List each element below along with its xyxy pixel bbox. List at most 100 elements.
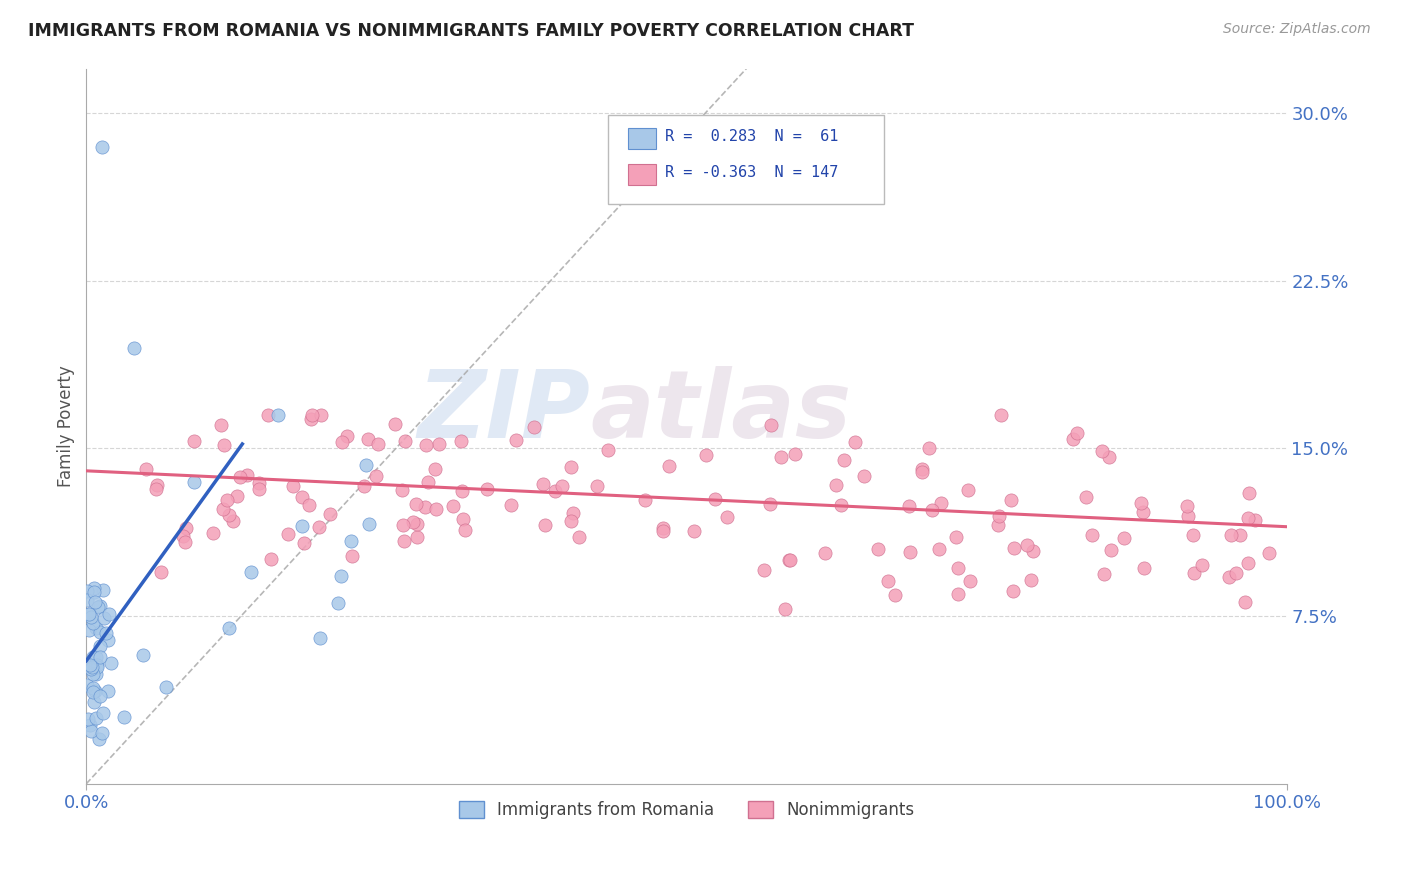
Point bbox=[308, 519, 330, 533]
Point bbox=[340, 549, 363, 563]
Point bbox=[212, 438, 235, 452]
Point bbox=[425, 502, 447, 516]
Point bbox=[1092, 566, 1115, 581]
Point bbox=[454, 523, 477, 537]
Point bbox=[824, 478, 846, 492]
FancyBboxPatch shape bbox=[627, 128, 657, 149]
Point bbox=[87, 600, 110, 615]
Point bbox=[917, 441, 939, 455]
Point bbox=[1177, 508, 1199, 523]
Point bbox=[82, 650, 104, 665]
Point bbox=[298, 498, 321, 512]
Point bbox=[1218, 570, 1240, 584]
Point bbox=[853, 469, 876, 483]
Point bbox=[883, 588, 905, 602]
Point bbox=[357, 433, 380, 447]
Point bbox=[427, 436, 450, 450]
Text: ZIP: ZIP bbox=[418, 366, 591, 458]
Point bbox=[97, 683, 120, 698]
Point bbox=[86, 658, 108, 673]
Point bbox=[212, 502, 235, 516]
Point bbox=[353, 479, 375, 493]
Point bbox=[132, 648, 155, 662]
Text: R =  0.283  N =  61: R = 0.283 N = 61 bbox=[665, 129, 838, 144]
Point bbox=[990, 408, 1012, 422]
Point bbox=[783, 447, 806, 461]
Point bbox=[218, 621, 240, 635]
Point bbox=[76, 593, 98, 607]
Point bbox=[239, 565, 262, 579]
Point bbox=[695, 448, 717, 462]
Point bbox=[89, 650, 111, 665]
Point bbox=[778, 553, 800, 567]
Point bbox=[291, 490, 314, 504]
Point bbox=[226, 489, 249, 503]
Point bbox=[1112, 531, 1135, 545]
Point bbox=[929, 496, 952, 510]
Point bbox=[769, 450, 792, 464]
Point bbox=[80, 723, 103, 738]
Text: atlas: atlas bbox=[591, 366, 852, 458]
Point bbox=[652, 524, 675, 539]
Point bbox=[367, 437, 389, 451]
Point bbox=[93, 706, 115, 720]
Point bbox=[202, 526, 225, 541]
Point bbox=[844, 435, 866, 450]
Y-axis label: Family Poverty: Family Poverty bbox=[58, 365, 75, 487]
Point bbox=[145, 482, 167, 496]
Point bbox=[77, 607, 100, 622]
Point bbox=[406, 517, 429, 532]
Point bbox=[267, 408, 290, 422]
Point bbox=[394, 434, 416, 449]
Point bbox=[402, 516, 425, 530]
Point bbox=[80, 660, 103, 674]
Point bbox=[84, 621, 107, 635]
Point bbox=[451, 512, 474, 526]
Point bbox=[499, 498, 522, 512]
FancyBboxPatch shape bbox=[627, 163, 657, 186]
Point bbox=[586, 479, 609, 493]
Point bbox=[83, 581, 105, 595]
Point bbox=[551, 478, 574, 492]
Point bbox=[76, 584, 98, 599]
Point bbox=[928, 541, 950, 556]
Point bbox=[1076, 490, 1098, 504]
Point bbox=[1132, 505, 1154, 519]
Point bbox=[1066, 425, 1088, 440]
Point bbox=[948, 587, 970, 601]
Point bbox=[84, 711, 107, 725]
Point bbox=[1099, 543, 1122, 558]
Point bbox=[260, 552, 283, 566]
Point bbox=[598, 442, 620, 457]
Point bbox=[150, 566, 173, 580]
Point bbox=[97, 632, 120, 647]
Point bbox=[326, 596, 349, 610]
FancyBboxPatch shape bbox=[609, 115, 884, 204]
Point bbox=[1236, 556, 1258, 570]
Point bbox=[209, 417, 232, 432]
Point bbox=[301, 411, 323, 425]
Point bbox=[89, 625, 111, 640]
Text: Source: ZipAtlas.com: Source: ZipAtlas.com bbox=[1223, 22, 1371, 37]
Point bbox=[416, 475, 439, 489]
Point bbox=[83, 683, 105, 698]
Point bbox=[1062, 433, 1084, 447]
Point bbox=[1181, 528, 1204, 542]
Point bbox=[560, 514, 582, 528]
Point bbox=[391, 483, 413, 497]
Point bbox=[450, 434, 472, 448]
Point bbox=[100, 656, 122, 670]
Point bbox=[1091, 444, 1114, 458]
Point bbox=[898, 499, 921, 513]
Point bbox=[1237, 510, 1260, 524]
Point bbox=[1225, 566, 1247, 581]
Point bbox=[1098, 450, 1121, 464]
Point bbox=[1133, 561, 1156, 575]
Point bbox=[146, 477, 169, 491]
Point bbox=[247, 483, 270, 497]
Legend: Immigrants from Romania, Nonimmigrants: Immigrants from Romania, Nonimmigrants bbox=[453, 794, 921, 825]
Point bbox=[443, 499, 465, 513]
Point bbox=[761, 418, 783, 433]
Point bbox=[336, 428, 359, 442]
Point bbox=[534, 518, 557, 533]
